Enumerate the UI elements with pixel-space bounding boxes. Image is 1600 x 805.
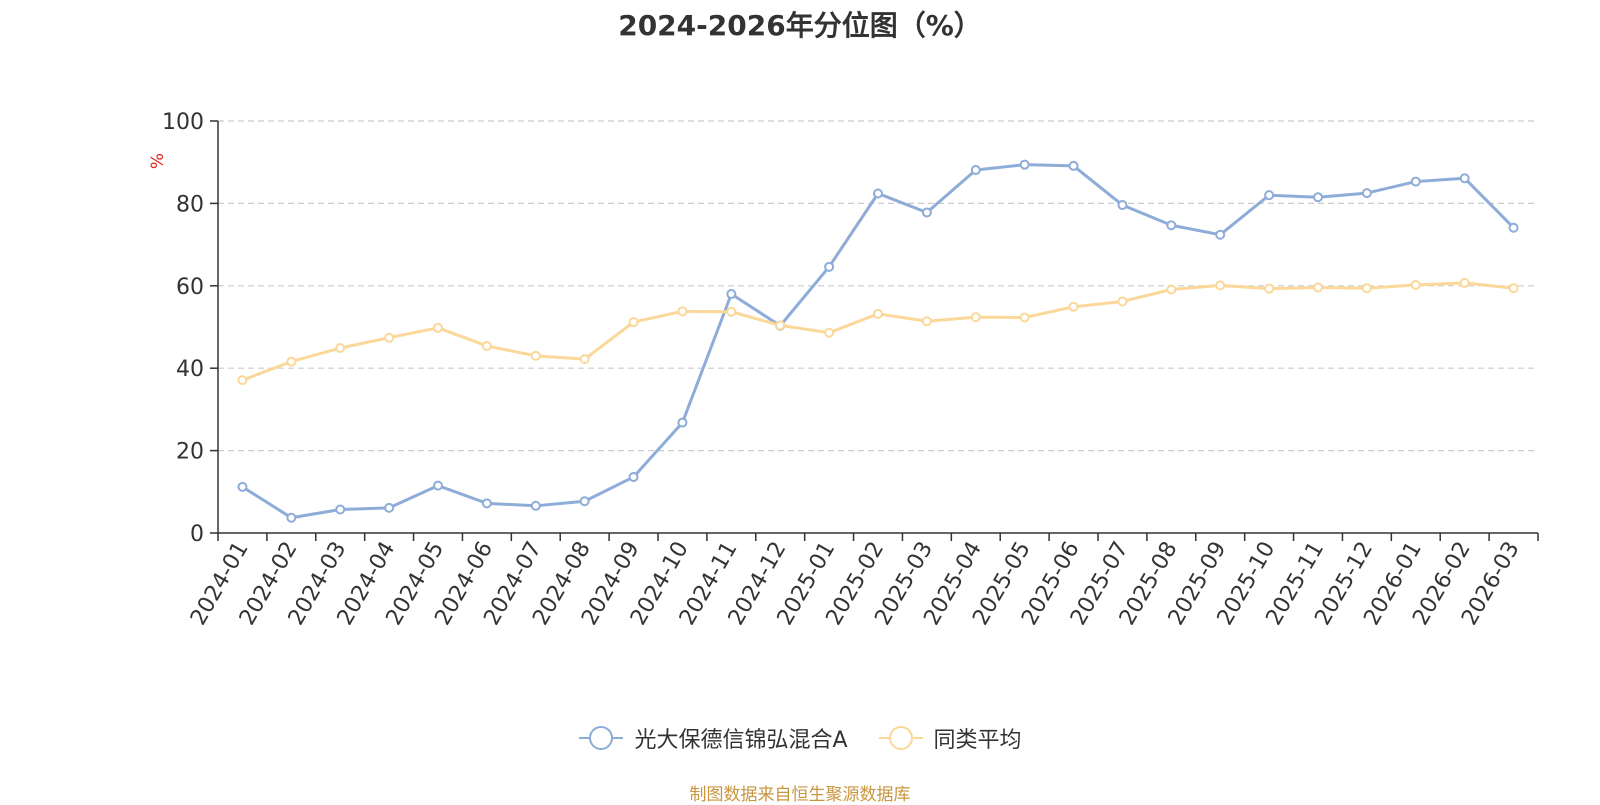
- y-tick-label: 80: [176, 192, 204, 217]
- series-2-point: [824, 327, 835, 338]
- series-2-point: [1410, 279, 1421, 290]
- series-1-point: [335, 504, 346, 515]
- series-line-1: [241, 163, 1515, 520]
- series-1-point: [1313, 192, 1323, 203]
- series-2-point: [1166, 284, 1177, 295]
- legend: 光大保德信锦弘混合A 同类平均: [0, 722, 1600, 754]
- series-1-point: [824, 261, 835, 272]
- series-2-point: [628, 317, 639, 328]
- source-note: 制图数据来自恒生聚源数据库: [689, 785, 911, 805]
- legend-item-series-1[interactable]: 光大保德信锦弘混合A: [578, 722, 848, 754]
- series-2-point: [921, 316, 932, 327]
- series-2-point: [579, 354, 590, 365]
- series-2-point: [237, 375, 248, 386]
- series-2-point: [1019, 312, 1030, 323]
- series-1-point: [286, 512, 297, 523]
- series-2-point: [530, 350, 541, 361]
- series-1-point: [1019, 159, 1030, 170]
- y-tick-label: 40: [176, 357, 204, 382]
- series-2-point: [1459, 277, 1470, 288]
- series-2-point: [335, 343, 346, 354]
- series-1-point: [433, 480, 443, 491]
- series-2-point: [873, 308, 883, 319]
- series-2-point: [775, 320, 786, 331]
- series-1-point: [579, 496, 590, 507]
- series-2-point: [1215, 280, 1226, 291]
- series-1-point: [1410, 176, 1421, 187]
- series-2-point: [1264, 283, 1275, 294]
- series-2-point: [1361, 283, 1372, 294]
- series-1-point: [1117, 200, 1128, 211]
- series-1-point: [726, 289, 737, 300]
- series-1-point: [1508, 222, 1519, 233]
- chart-title: 2024-2026年分位图（%）: [618, 9, 982, 42]
- series-2-point: [1313, 282, 1323, 293]
- series-1-point: [1215, 229, 1226, 240]
- series-1-point: [970, 165, 981, 176]
- series-1-point: [628, 471, 639, 482]
- y-tick-label: 20: [176, 440, 204, 465]
- series-1-point: [1459, 173, 1470, 184]
- series-1-point: [237, 481, 248, 492]
- series-2-point: [726, 306, 737, 317]
- legend-marker-series-2: [878, 726, 923, 750]
- series-1-point: [1361, 188, 1372, 199]
- y-tick-label: 100: [162, 110, 204, 135]
- series-2-point: [677, 306, 688, 317]
- series-1-point: [530, 500, 541, 511]
- series-2-point: [433, 322, 443, 333]
- series-1-point: [921, 207, 932, 218]
- series-line-2: [241, 281, 1514, 382]
- series-2-point: [384, 332, 395, 343]
- series-2-point: [1117, 296, 1128, 307]
- series-2-point: [286, 356, 297, 367]
- series-1-point: [873, 188, 883, 199]
- y-tick-label: 60: [176, 275, 204, 300]
- legend-item-series-2[interactable]: 同类平均: [878, 722, 1022, 754]
- series-2-point: [1508, 283, 1519, 294]
- legend-label-series-1: 光大保德信锦弘混合A: [634, 728, 848, 753]
- series-2-point: [481, 340, 492, 351]
- series-1-point: [1068, 160, 1079, 171]
- series-1-point: [1166, 220, 1177, 231]
- y-axis-label: %: [148, 153, 168, 169]
- legend-label-series-2: 同类平均: [933, 728, 1022, 753]
- series-2-point: [1068, 301, 1079, 312]
- series-1-point: [481, 498, 492, 509]
- series-2-point: [970, 312, 981, 323]
- series-1-point: [1264, 190, 1275, 201]
- series-1-point: [677, 417, 688, 428]
- legend-marker-series-1: [579, 726, 624, 750]
- y-tick-label: 0: [190, 522, 204, 547]
- series-1-point: [384, 502, 395, 513]
